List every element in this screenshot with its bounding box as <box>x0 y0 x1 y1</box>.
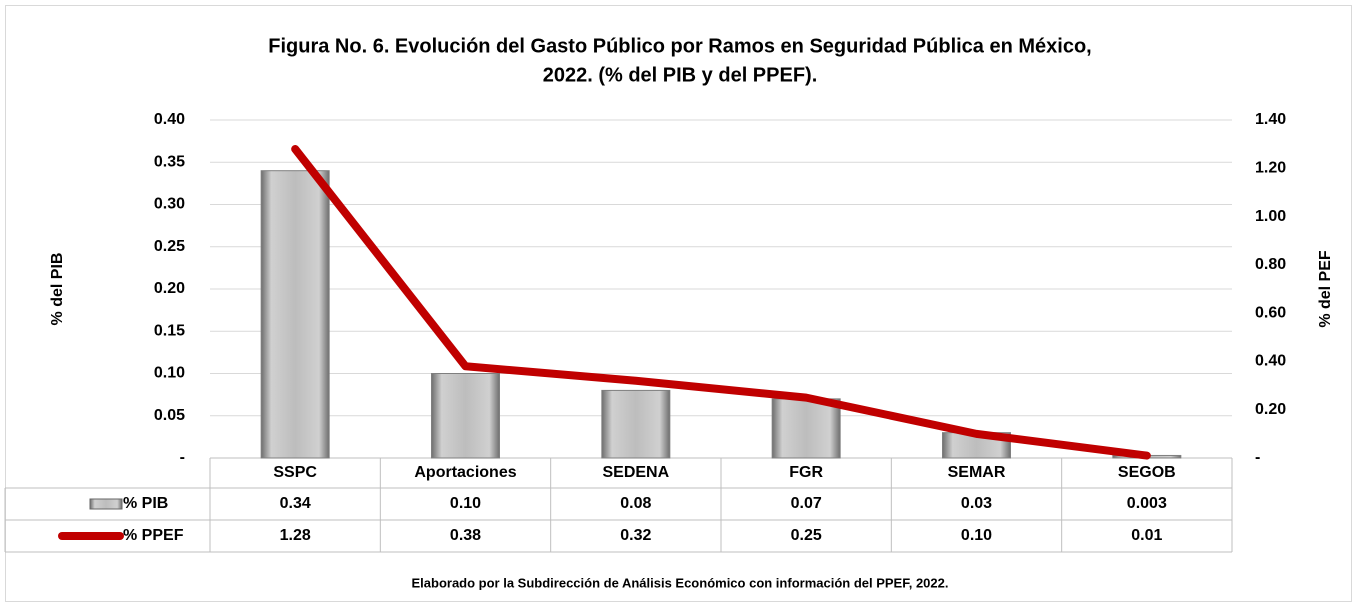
category-label: Aportaciones <box>414 464 516 481</box>
category-label: SEDENA <box>602 464 669 481</box>
bar <box>260 170 330 459</box>
y2-axis-label: % del PEF <box>1317 250 1334 328</box>
bar <box>431 373 500 459</box>
y2ticks-label: - <box>1255 449 1260 466</box>
yticks-label: 0.25 <box>154 238 185 255</box>
y2ticks-label: 1.20 <box>1255 160 1286 177</box>
category-label: SEMAR <box>948 464 1006 481</box>
bar <box>601 389 671 459</box>
y2ticks-label: 0.80 <box>1255 256 1286 273</box>
category-label: SEGOB <box>1118 464 1176 481</box>
yticks-label: 0.05 <box>154 407 185 424</box>
category-label: FGR <box>789 464 823 481</box>
table-value: 0.10 <box>961 527 992 544</box>
yticks-label: 0.30 <box>154 196 185 213</box>
yticks-label: 0.10 <box>154 365 185 382</box>
table-value: 0.07 <box>791 495 822 512</box>
table-value: 1.28 <box>280 527 311 544</box>
legend-label: % PIB <box>123 495 168 512</box>
yticks-label: 0.40 <box>154 111 185 128</box>
yticks-label: 0.20 <box>154 280 185 297</box>
bar <box>771 398 841 459</box>
note: Elaborado por la Subdirección de Análisi… <box>412 575 949 590</box>
y-axis-label: % del PIB <box>49 253 66 326</box>
table-value: 0.003 <box>1127 495 1167 512</box>
table-value: 0.01 <box>1131 527 1162 544</box>
yticks-label: - <box>180 449 185 466</box>
chart-title: 2022. (% del PIB y del PPEF). <box>543 64 818 86</box>
y2ticks-label: 0.40 <box>1255 353 1286 370</box>
legend-swatch <box>89 498 123 510</box>
legend-label: % PPEF <box>123 527 184 544</box>
table-value: 0.25 <box>791 527 822 544</box>
table-value: 0.03 <box>961 495 992 512</box>
table-value: 0.38 <box>450 527 481 544</box>
chart-border <box>5 5 1352 602</box>
y2ticks-label: 0.20 <box>1255 401 1286 418</box>
table-value: 0.32 <box>620 527 651 544</box>
y2ticks-label: 1.00 <box>1255 208 1286 225</box>
table-value: 0.34 <box>280 495 311 512</box>
yticks-label: 0.15 <box>154 322 185 339</box>
y2ticks-label: 0.60 <box>1255 304 1286 321</box>
yticks-label: 0.35 <box>154 153 185 170</box>
line <box>291 144 1151 460</box>
chart-title: Figura No. 6. Evolución del Gasto Públic… <box>268 35 1092 57</box>
category-label: SSPC <box>273 464 317 481</box>
y2ticks-label: 1.40 <box>1255 111 1286 128</box>
table-value: 0.08 <box>620 495 651 512</box>
table-value: 0.10 <box>450 495 481 512</box>
